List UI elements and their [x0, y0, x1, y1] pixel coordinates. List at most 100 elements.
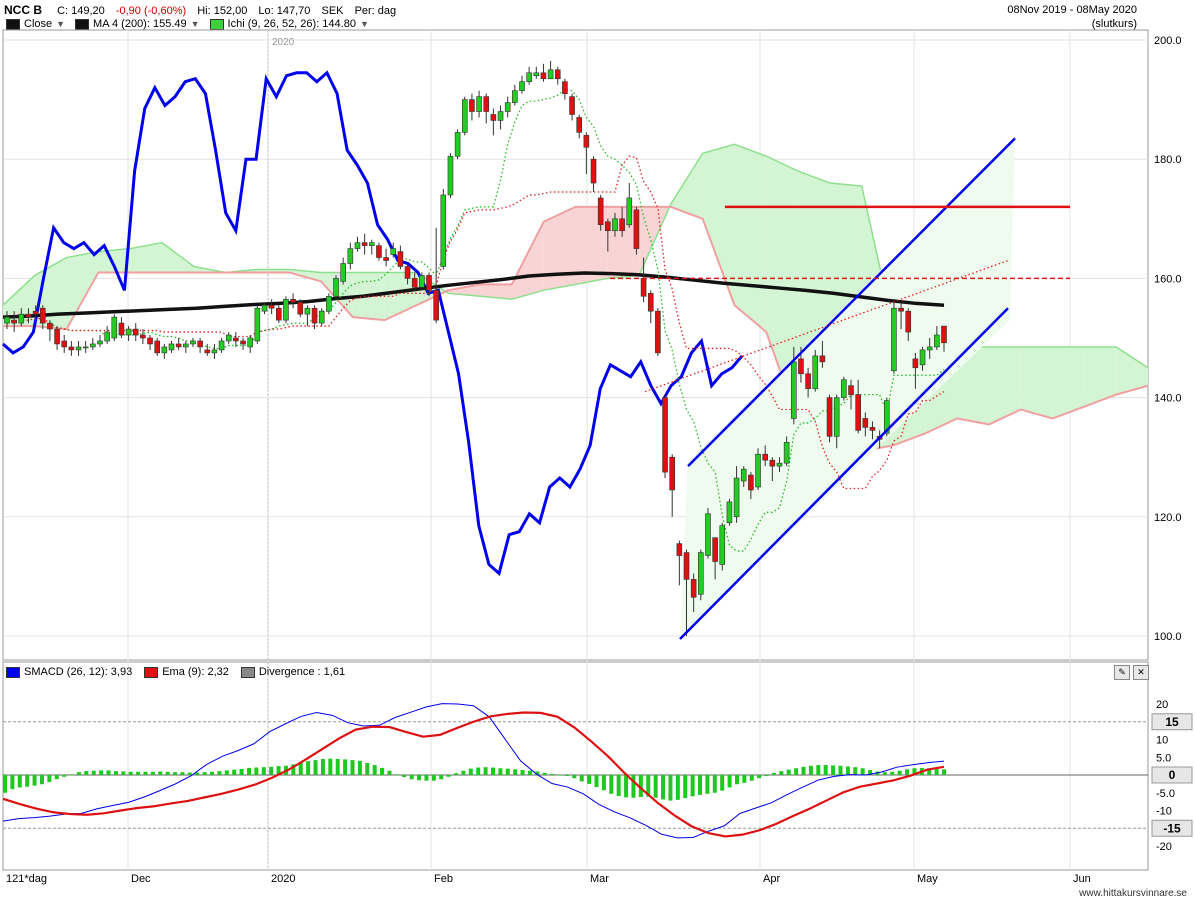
close-icon[interactable]: ✕: [1133, 665, 1149, 680]
candle-up: [626, 197, 633, 226]
candle-up: [183, 343, 189, 348]
divergence-bar: [298, 762, 303, 775]
divergence-bar: [106, 770, 111, 775]
candle-down: [912, 358, 919, 369]
candle-up: [168, 343, 175, 351]
candle-up: [4, 316, 10, 324]
candle-up: [125, 328, 132, 336]
ichimoku-cloud-segment: [575, 206, 608, 285]
divergence-bar: [890, 771, 895, 775]
divergence-bar: [47, 775, 52, 783]
candle-down: [490, 114, 497, 121]
macd-y-tick-label: -5.0: [1156, 788, 1175, 800]
candle-up: [841, 379, 847, 398]
divergence-bar: [439, 775, 444, 780]
divergence-bar: [490, 767, 495, 775]
divergence-bar: [705, 775, 710, 794]
divergence-bar: [276, 766, 281, 775]
divergence-bar: [165, 771, 170, 775]
dropdown-arrow-icon[interactable]: ▼: [190, 19, 200, 29]
close-price: C: 149,20: [57, 5, 105, 17]
candle-down: [311, 307, 318, 324]
x-tick-label: 121*dag: [6, 873, 47, 885]
candle-down: [426, 275, 432, 291]
senkou-b-line: [3, 205, 1149, 453]
divergence-bar: [668, 775, 673, 801]
candle-up: [833, 397, 840, 437]
divergence-bar: [720, 775, 725, 791]
divergence-bar: [461, 770, 466, 775]
candle-down: [540, 72, 547, 80]
divergence-bar: [638, 775, 643, 798]
divergence-bar: [542, 772, 547, 775]
candle-down: [569, 96, 575, 115]
legend-ma[interactable]: MA 4 (200): 155.49 ▼: [75, 18, 200, 30]
candle-down: [848, 385, 854, 395]
candle-down: [297, 301, 304, 315]
ichimoku-cloud-segment: [702, 144, 735, 306]
divergence-bar: [357, 760, 362, 775]
candle-down: [397, 251, 404, 267]
candle-down: [469, 99, 475, 112]
candle-up: [934, 334, 940, 348]
divergence-bar: [771, 772, 776, 775]
ma-line: [2, 271, 945, 319]
y-tick-label: 120.0: [1154, 512, 1182, 524]
ichimoku-cloud-segment: [448, 284, 481, 297]
divergence-bar: [646, 775, 651, 797]
candle-up: [390, 248, 397, 255]
ichi-swatch-icon: [209, 18, 224, 30]
legend-close[interactable]: Close ▼: [6, 18, 65, 30]
divergence-bar: [468, 768, 473, 775]
legend-smacd[interactable]: SMACD (26, 12): 3,93: [6, 666, 132, 678]
price-type: (slutkurs): [1091, 18, 1137, 30]
divergence-bar: [779, 771, 784, 775]
divergence-bar: [99, 770, 104, 775]
year-marker-label: 2020: [272, 37, 295, 48]
legend-ichi[interactable]: Ichi (9, 26, 52, 26): 144.80 ▼: [209, 18, 369, 30]
candle-down: [154, 340, 161, 354]
candle-up: [533, 72, 540, 77]
divergence-bar: [54, 775, 59, 780]
candle-up: [883, 400, 890, 434]
candle-up: [90, 343, 96, 348]
divergence-bar: [594, 775, 599, 788]
x-tick-label: May: [917, 873, 938, 885]
candle-down: [826, 397, 833, 437]
divergence-bar: [394, 774, 399, 776]
divergence-bar: [942, 769, 946, 775]
dropdown-arrow-icon[interactable]: ▼: [359, 19, 369, 29]
divergence-bar: [912, 768, 917, 775]
macd-y-tick-label: 5.0: [1156, 752, 1171, 764]
candle-up: [612, 218, 618, 232]
macd-marker-label: 15: [1165, 715, 1179, 729]
ichimoku-cloud-segment: [480, 284, 512, 300]
legend-ma-label: MA 4 (200): 155.49: [93, 18, 187, 30]
candle-down: [819, 355, 826, 363]
divergence-bar: [868, 770, 873, 775]
legend-ema[interactable]: Ema (9): 2,32: [144, 666, 229, 678]
legend-divergence[interactable]: Divergence : 1,61: [240, 666, 345, 678]
dropdown-arrow-icon[interactable]: ▼: [56, 19, 66, 29]
candle-down: [762, 453, 768, 461]
divergence-bar: [217, 771, 222, 775]
divergence-bar: [764, 775, 769, 776]
ichimoku-cloud-segment: [607, 206, 640, 279]
candle-up: [733, 477, 740, 518]
wrench-icon[interactable]: ✎: [1114, 665, 1130, 680]
candle-up: [512, 90, 518, 103]
divergence-bar: [698, 775, 703, 795]
divergence-bar: [180, 772, 185, 775]
candle-down: [32, 310, 39, 315]
candle-up: [75, 346, 82, 351]
candle-down: [798, 358, 804, 375]
channel-lower-line: [679, 307, 1009, 640]
ichimoku-cloud-segment: [193, 266, 226, 273]
divergence-bar: [306, 761, 311, 775]
close-swatch-icon: [6, 18, 20, 30]
x-tick-label: Feb: [434, 873, 453, 885]
divergence-bar: [808, 765, 813, 775]
divergence-bar: [838, 765, 843, 775]
